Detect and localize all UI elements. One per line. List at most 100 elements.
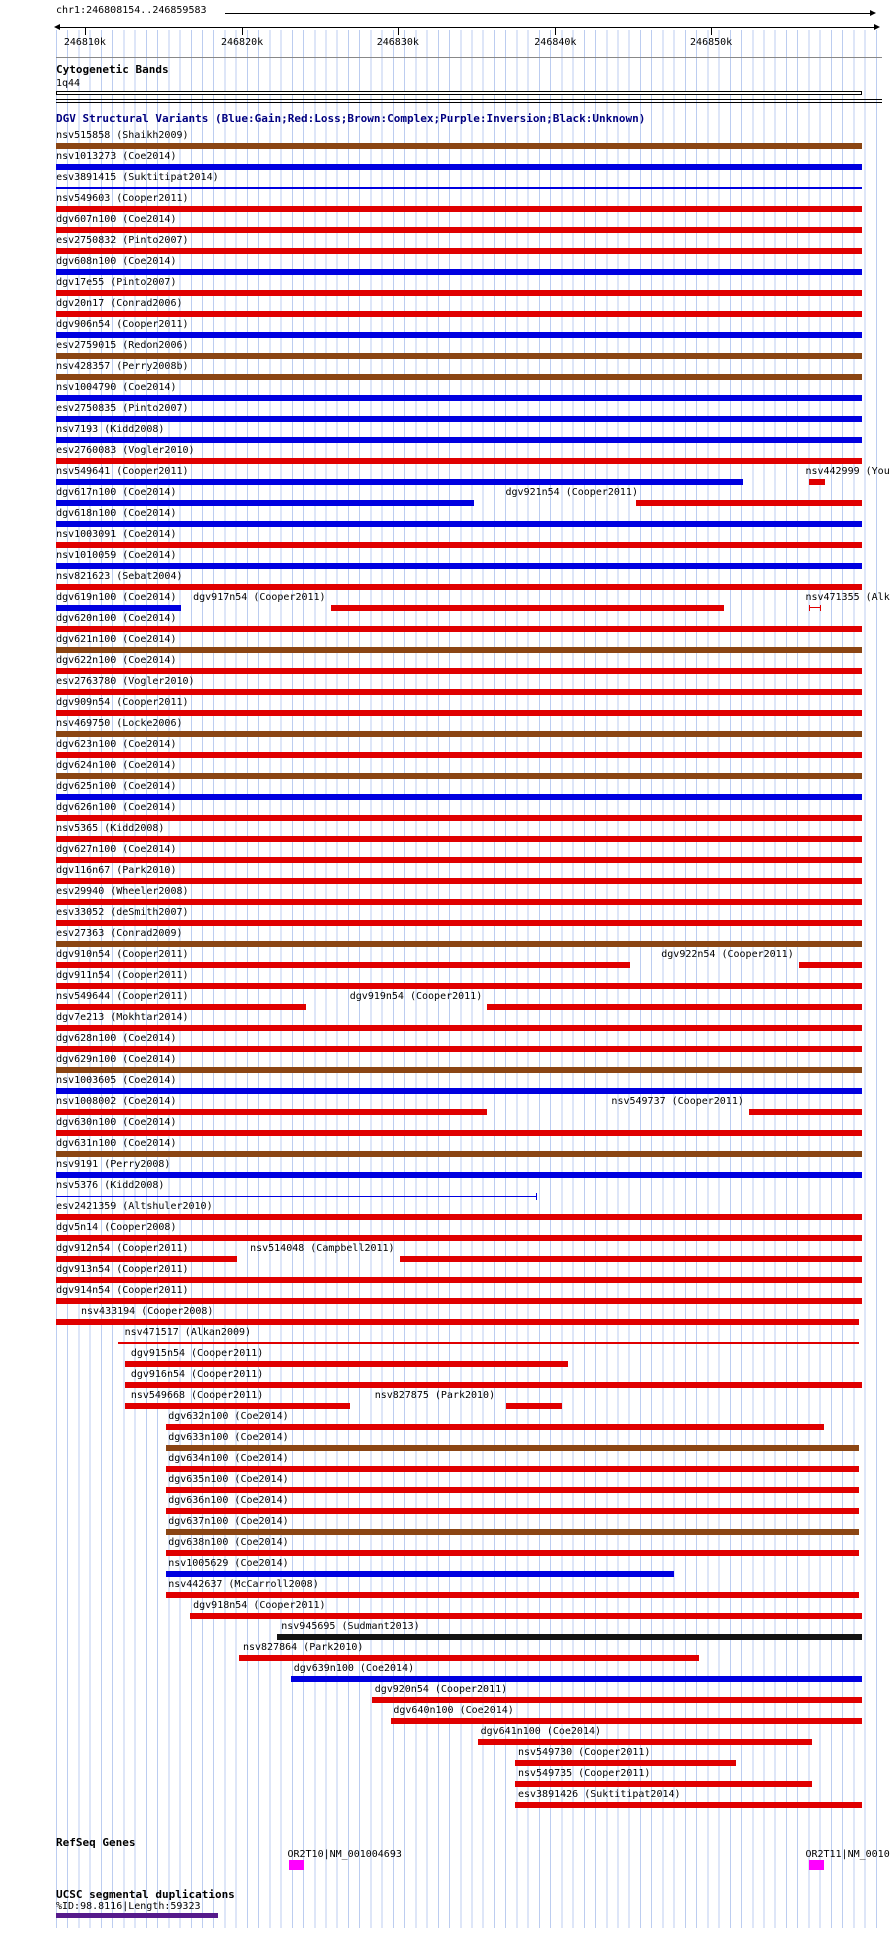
- variant-label[interactable]: dgv622n100 (Coe2014): [56, 655, 177, 666]
- variant-label[interactable]: esv2421359 (Altshuler2010): [56, 1201, 213, 1212]
- variant-label[interactable]: nsv1005629 (Coe2014): [168, 1558, 289, 1569]
- variant-label[interactable]: dgv635n100 (Coe2014): [168, 1474, 289, 1485]
- variant-label[interactable]: dgv915n54 (Cooper2011): [130, 1348, 264, 1359]
- variant-bar[interactable]: [56, 962, 631, 968]
- variant-label[interactable]: nsv1010059 (Coe2014): [56, 550, 177, 561]
- variant-bar[interactable]: [56, 899, 862, 905]
- variant-bar[interactable]: [56, 1130, 862, 1136]
- variant-label[interactable]: nsv469750 (Locke2006): [56, 718, 183, 729]
- variant-bar[interactable]: [399, 1256, 862, 1262]
- variant-bar[interactable]: [56, 647, 862, 653]
- variant-label[interactable]: nsv821623 (Sebat2004): [56, 571, 183, 582]
- variant-label[interactable]: nsv827864 (Park2010): [242, 1642, 364, 1653]
- variant-bar[interactable]: [56, 983, 862, 989]
- variant-bar[interactable]: [486, 1004, 862, 1010]
- variant-label[interactable]: dgv628n100 (Coe2014): [56, 1033, 177, 1044]
- variant-bar[interactable]: [56, 605, 181, 611]
- variant-bar[interactable]: [56, 1235, 862, 1241]
- variant-label[interactable]: nsv1003091 (Coe2014): [56, 529, 177, 540]
- variant-bar[interactable]: [56, 710, 862, 716]
- variant-label[interactable]: nsv549644 (Cooper2011): [56, 991, 189, 1002]
- variant-label[interactable]: nsv428357 (Perry2008b): [56, 361, 189, 372]
- variant-bar[interactable]: [56, 626, 862, 632]
- variant-bar[interactable]: [56, 500, 475, 506]
- variant-bar[interactable]: [56, 437, 862, 443]
- variant-bar[interactable]: [166, 1424, 825, 1430]
- variant-label[interactable]: dgv912n54 (Cooper2011): [56, 1243, 189, 1254]
- variant-label[interactable]: esv3891426 (Suktitipat2014): [517, 1789, 681, 1800]
- variant-bar[interactable]: [809, 479, 826, 485]
- segdup-label[interactable]: %ID:98.8116|Length:59323: [56, 1901, 201, 1912]
- variant-label[interactable]: dgv921n54 (Cooper2011): [505, 487, 638, 498]
- variant-label[interactable]: dgv909n54 (Cooper2011): [56, 697, 189, 708]
- variant-bar[interactable]: [124, 1382, 862, 1388]
- variant-label[interactable]: dgv617n100 (Coe2014): [56, 487, 177, 498]
- variant-bar[interactable]: [56, 521, 862, 527]
- variant-label[interactable]: dgv619n100 (Coe2014): [56, 592, 177, 603]
- variant-label[interactable]: dgv608n100 (Coe2014): [56, 256, 177, 267]
- variant-label[interactable]: dgv636n100 (Coe2014): [168, 1495, 289, 1506]
- segdup-bar[interactable]: [56, 1913, 219, 1918]
- gene-exon-box[interactable]: [809, 1860, 825, 1870]
- variant-bar[interactable]: [166, 1466, 859, 1472]
- variant-label[interactable]: esv2750832 (Pinto2007): [56, 235, 189, 246]
- variant-bar[interactable]: [515, 1760, 737, 1766]
- variant-bar[interactable]: [118, 1342, 859, 1344]
- variant-bar[interactable]: [124, 1403, 350, 1409]
- variant-label[interactable]: dgv17e55 (Pinto2007): [56, 277, 177, 288]
- variant-bar[interactable]: [276, 1634, 862, 1640]
- variant-bar[interactable]: [124, 1361, 568, 1367]
- gene-exon-box[interactable]: [289, 1860, 305, 1870]
- variant-label[interactable]: nsv549730 (Cooper2011): [517, 1747, 651, 1758]
- variant-label[interactable]: nsv7193 (Kidd2008): [56, 424, 165, 435]
- gene-label[interactable]: OR2T11|NM_0010: [805, 1849, 890, 1860]
- variant-bar[interactable]: [291, 1676, 862, 1682]
- variant-label[interactable]: dgv633n100 (Coe2014): [168, 1432, 289, 1443]
- variant-label[interactable]: esv33052 (deSmith2007): [56, 907, 189, 918]
- variant-label[interactable]: dgv624n100 (Coe2014): [56, 760, 177, 771]
- variant-bar[interactable]: [56, 563, 862, 569]
- variant-bar[interactable]: [189, 1613, 862, 1619]
- variant-bar[interactable]: [56, 920, 862, 926]
- variant-bar[interactable]: [56, 878, 862, 884]
- variant-label[interactable]: nsv549735 (Cooper2011): [517, 1768, 651, 1779]
- variant-label[interactable]: nsv1013273 (Coe2014): [56, 151, 177, 162]
- variant-bar[interactable]: [166, 1592, 859, 1598]
- variant-label[interactable]: dgv920n54 (Cooper2011): [374, 1684, 508, 1695]
- variant-label[interactable]: dgv639n100 (Coe2014): [293, 1663, 415, 1674]
- variant-label[interactable]: nsv1003605 (Coe2014): [56, 1075, 177, 1086]
- variant-bar[interactable]: [166, 1571, 674, 1577]
- variant-label[interactable]: nsv471355 (Alk: [805, 592, 890, 603]
- variant-bar[interactable]: [56, 1214, 862, 1220]
- variant-bar[interactable]: [56, 311, 862, 317]
- variant-label[interactable]: nsv515858 (Shaikh2009): [56, 130, 189, 141]
- variant-bar[interactable]: [56, 353, 862, 359]
- variant-label[interactable]: nsv1008002 (Coe2014): [56, 1096, 177, 1107]
- variant-bar[interactable]: [390, 1718, 862, 1724]
- variant-label[interactable]: nsv549668 (Cooper2011): [130, 1390, 264, 1401]
- variant-bar[interactable]: [56, 395, 862, 401]
- variant-bar[interactable]: [56, 1004, 307, 1010]
- variant-label[interactable]: dgv906n54 (Cooper2011): [56, 319, 189, 330]
- variant-bar[interactable]: [56, 1277, 862, 1283]
- variant-label[interactable]: nsv1004790 (Coe2014): [56, 382, 177, 393]
- variant-bar[interactable]: [56, 164, 862, 170]
- variant-bar[interactable]: [56, 689, 862, 695]
- variant-label[interactable]: dgv638n100 (Coe2014): [168, 1537, 289, 1548]
- variant-bar[interactable]: [56, 332, 862, 338]
- variant-label[interactable]: dgv20n17 (Conrad2006): [56, 298, 183, 309]
- variant-label[interactable]: dgv916n54 (Cooper2011): [130, 1369, 264, 1380]
- variant-label[interactable]: dgv623n100 (Coe2014): [56, 739, 177, 750]
- variant-bar[interactable]: [56, 773, 862, 779]
- variant-bar[interactable]: [56, 248, 862, 254]
- variant-bar[interactable]: [56, 187, 862, 189]
- variant-bar[interactable]: [56, 1088, 862, 1094]
- variant-label[interactable]: dgv5n14 (Cooper2008): [56, 1222, 177, 1233]
- variant-label[interactable]: dgv922n54 (Cooper2011): [661, 949, 794, 960]
- variant-label[interactable]: nsv471517 (Alkan2009): [124, 1327, 252, 1338]
- variant-label[interactable]: dgv637n100 (Coe2014): [168, 1516, 289, 1527]
- variant-label[interactable]: dgv629n100 (Coe2014): [56, 1054, 177, 1065]
- variant-label[interactable]: nsv442999 (You: [805, 466, 890, 477]
- variant-label[interactable]: nsv433194 (Cooper2008): [80, 1306, 214, 1317]
- gene-label[interactable]: OR2T10|NM_001004693: [287, 1849, 402, 1860]
